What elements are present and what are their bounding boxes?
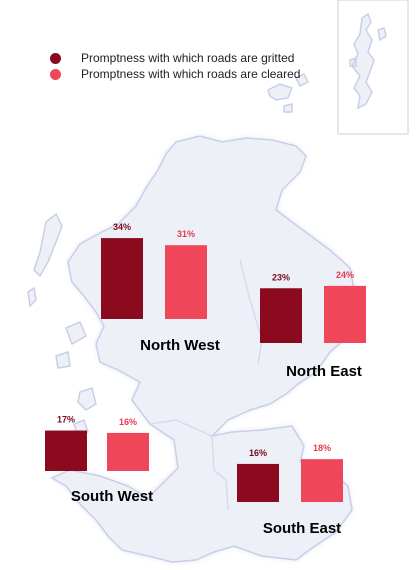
bar-north-west-cleared — [165, 245, 207, 319]
legend-label-gritted: Promptness with which roads are gritted — [81, 51, 295, 65]
bar-south-west-gritted — [45, 430, 87, 471]
region-label-south-west: South West — [71, 488, 153, 505]
legend-item-gritted: Promptness with which roads are gritted — [44, 50, 300, 66]
legend-label-cleared: Promptness with which roads are cleared — [81, 67, 301, 81]
bar-south-east-cleared — [301, 459, 343, 502]
shetland-islands-shape — [349, 12, 387, 110]
region-label-north-east: North East — [286, 363, 362, 380]
bar-south-west-cleared — [107, 432, 149, 471]
inner-isles-shape — [55, 321, 97, 437]
data-label-north-east-gritted: 23% — [272, 272, 290, 282]
western-isles-shape — [27, 212, 63, 308]
shetland-inset-box — [337, 0, 409, 135]
chart-legend: Promptness with which roads are gritted … — [44, 50, 300, 82]
region-label-south-east: South East — [263, 520, 341, 537]
data-label-north-west-cleared: 31% — [177, 229, 195, 239]
bar-north-west-gritted — [101, 238, 143, 319]
bar-south-east-gritted — [237, 463, 279, 502]
legend-item-cleared: Promptness with which roads are cleared — [44, 66, 300, 82]
data-label-north-west-gritted: 34% — [113, 222, 131, 232]
data-label-south-west-cleared: 16% — [119, 417, 137, 427]
bar-north-east-cleared — [324, 285, 366, 343]
data-label-south-west-gritted: 17% — [57, 415, 75, 425]
legend-swatch-gritted — [50, 52, 61, 64]
bars-layer — [45, 238, 366, 502]
region-label-north-west: North West — [140, 337, 220, 354]
labels-layer: 34% 31% North West 23% 24% North East 17% 16% So… — [57, 222, 362, 537]
legend-swatch-cleared — [50, 68, 61, 80]
bar-north-east-gritted — [260, 288, 302, 343]
data-label-south-east-gritted: 16% — [249, 448, 267, 458]
data-label-north-east-cleared: 24% — [336, 270, 354, 280]
region-border-lines — [149, 259, 263, 511]
orkney-islands-shape — [267, 72, 310, 113]
data-label-south-east-cleared: 18% — [313, 443, 331, 453]
